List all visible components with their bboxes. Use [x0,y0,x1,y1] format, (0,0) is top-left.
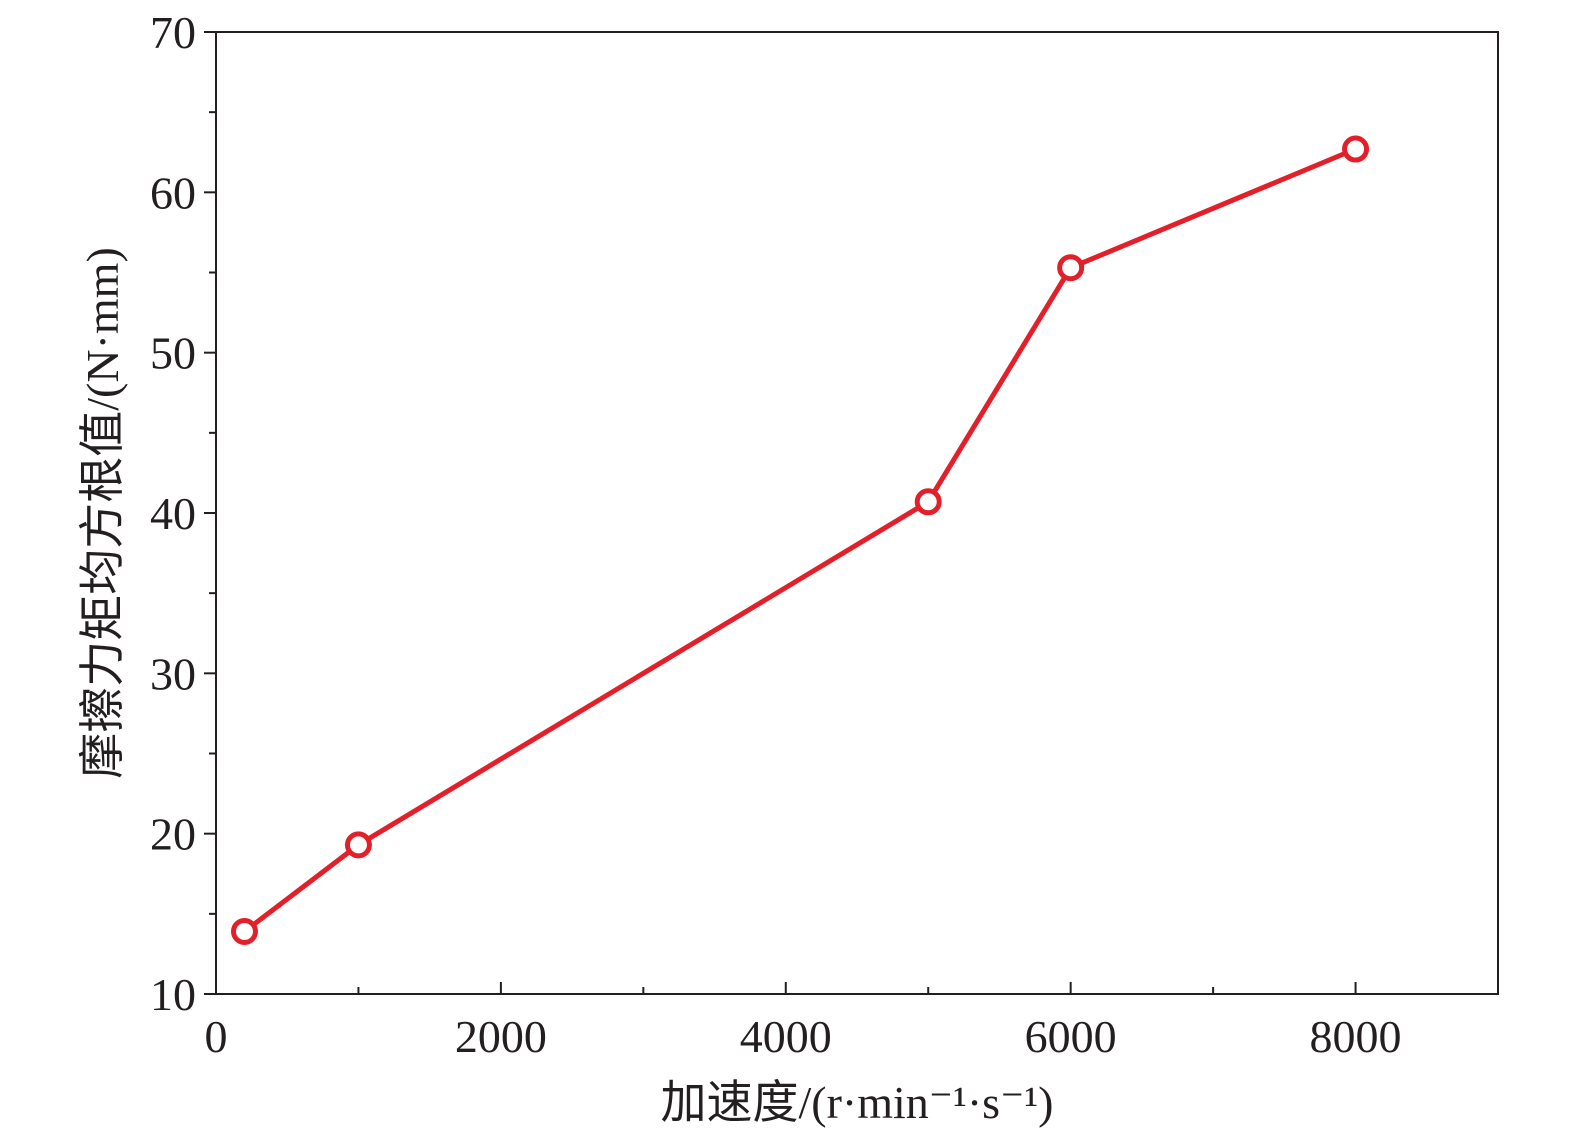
x-tick-label: 2000 [455,1011,547,1062]
y-tick-label: 10 [150,969,196,1020]
y-tick-label: 20 [150,809,196,860]
series-line [242,146,1357,934]
ticks-layer: 0 2000 4000 6000 8000 10 20 30 40 50 60 70 [150,7,1402,1062]
y-tick-label: 40 [150,488,196,539]
x-tick-label: 4000 [740,1011,832,1062]
x-tick-label: 8000 [1310,1011,1402,1062]
data-point [230,917,258,945]
y-axis-title: 摩擦力矩均方根值/(N·mm) [77,247,128,779]
plot-frame [215,31,1499,995]
series-layer [230,135,1370,945]
x-axis-title: 加速度/(r·min⁻¹·s⁻¹) [661,1077,1054,1128]
y-tick-label: 50 [150,328,196,379]
data-point [1342,135,1370,163]
y-tick-label: 60 [150,167,196,218]
y-tick-label: 70 [150,7,196,58]
y-tick-label: 30 [150,648,196,699]
x-tick-label: 0 [205,1011,228,1062]
data-point [344,831,372,859]
x-tick-label: 6000 [1025,1011,1117,1062]
data-point [1057,254,1085,282]
data-point [914,488,942,516]
